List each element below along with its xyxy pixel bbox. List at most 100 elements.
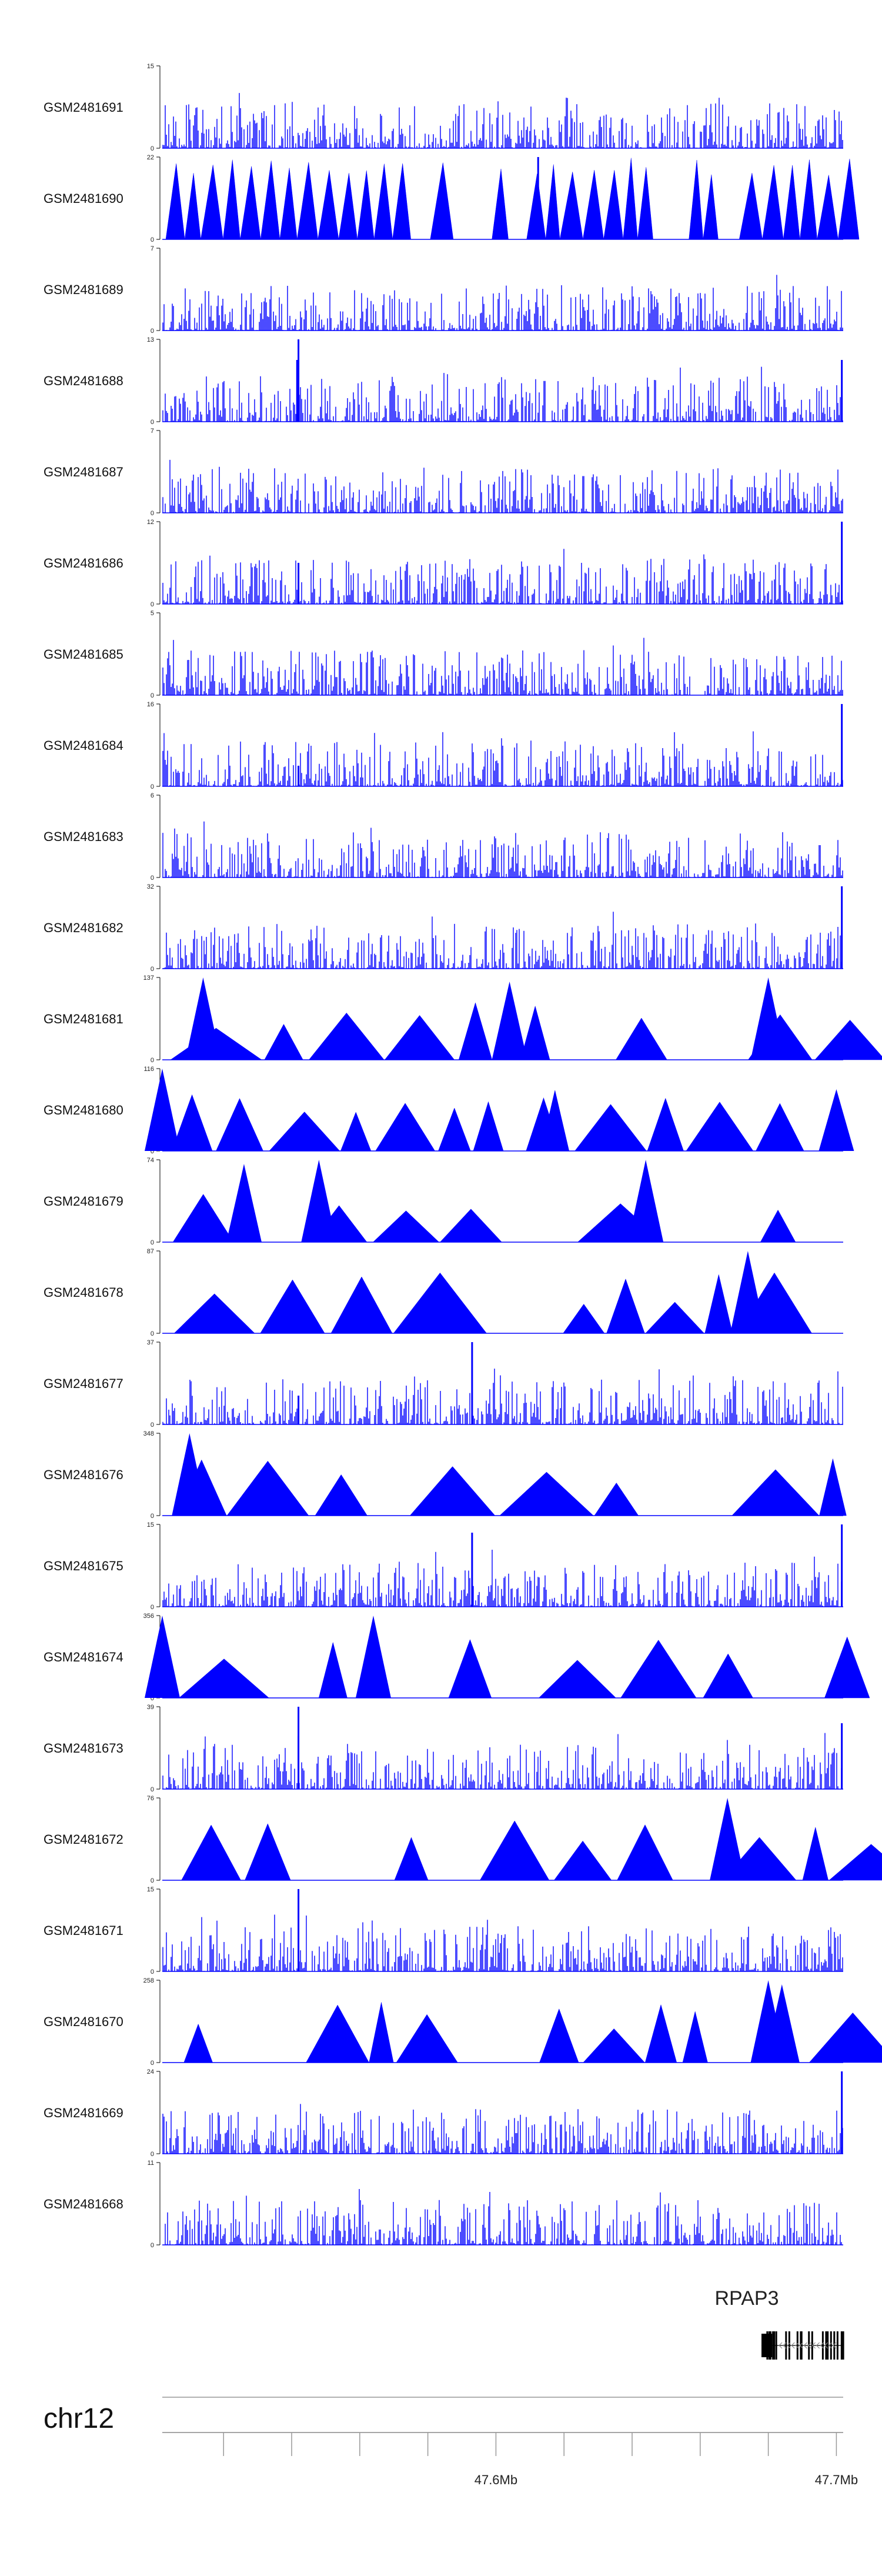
- track-label: GSM2481683: [44, 829, 123, 844]
- track-label: GSM2481674: [44, 1650, 123, 1664]
- signal-bars: [162, 275, 843, 331]
- y-max-label: 24: [147, 2068, 154, 2076]
- y-min-label: 0: [151, 1968, 154, 1976]
- y-min-label: 0: [151, 1422, 154, 1429]
- track-GSM2481670: GSM2481670 258 0: [44, 1977, 882, 2067]
- signal-peak: [145, 1616, 180, 1698]
- track-label: GSM2481680: [44, 1103, 123, 1117]
- y-min-label: 0: [151, 1239, 154, 1246]
- track-label: GSM2481670: [44, 2014, 123, 2029]
- track-label: GSM2481686: [44, 556, 123, 570]
- signal-bars: [163, 2189, 843, 2245]
- y-max-label: 6: [151, 792, 154, 799]
- y-max-label: 37: [147, 1339, 154, 1346]
- y-max-label: 39: [147, 1704, 154, 1711]
- gene-exon: [825, 2331, 827, 2360]
- y-min-label: 0: [151, 1057, 154, 1064]
- signal-peak: [145, 1069, 180, 1151]
- y-min-label: 0: [151, 966, 154, 973]
- track-label: GSM2481677: [44, 1376, 123, 1391]
- y-min-label: 0: [151, 510, 154, 517]
- y-min-label: 0: [151, 692, 154, 699]
- track-GSM2481671: GSM2481671 15 0: [44, 1886, 843, 1976]
- track-GSM2481683: GSM2481683 6 0: [44, 792, 843, 882]
- signal-peak: [710, 1798, 746, 1880]
- y-max-label: 7: [151, 428, 154, 435]
- track-label: GSM2481675: [44, 1559, 123, 1573]
- strand-arrow-icon: [816, 2342, 820, 2349]
- track-GSM2481680: GSM2481680 116 0: [44, 1066, 854, 1155]
- y-min-label: 0: [151, 2151, 154, 2158]
- signal-peak: [750, 977, 786, 1060]
- signal-bars: [162, 731, 843, 786]
- track-label: GSM2481671: [44, 1923, 123, 1938]
- signal-peak: [764, 1984, 800, 2063]
- signal-peak: [355, 1616, 391, 1698]
- track-GSM2481674: GSM2481674 356 0: [44, 1613, 870, 1702]
- axis-tick-label: 47.7Mb: [815, 2472, 858, 2487]
- track-label: GSM2481688: [44, 373, 123, 388]
- gene-exon: [773, 2331, 776, 2360]
- strand-arrow-icon: [799, 2342, 803, 2349]
- genome-axis: 47.6Mb 47.7Mb: [162, 2432, 858, 2487]
- strand-arrow-icon: [803, 2342, 807, 2349]
- y-max-label: 13: [147, 336, 154, 343]
- track-label: GSM2481678: [44, 1285, 123, 1300]
- signal-bars: [162, 2104, 843, 2154]
- signal-bars: [162, 1733, 842, 1789]
- y-max-label: 15: [147, 63, 154, 70]
- track-label: GSM2481691: [44, 100, 123, 115]
- y-max-label: 87: [147, 1248, 154, 1255]
- gene-exon: [840, 2331, 843, 2360]
- track-GSM2481691: GSM2481691 15 0: [44, 63, 843, 152]
- y-max-label: 16: [147, 701, 154, 708]
- y-max-label: 5: [151, 610, 154, 617]
- track-label: GSM2481682: [44, 920, 123, 935]
- y-min-label: 0: [151, 875, 154, 882]
- signal-peak: [172, 1433, 208, 1516]
- signal-peak: [628, 1160, 664, 1242]
- y-min-label: 0: [151, 419, 154, 426]
- strand-arrow-icon: [824, 2342, 828, 2349]
- y-max-label: 12: [147, 519, 154, 526]
- signal-peak: [226, 1164, 262, 1242]
- y-min-label: 0: [151, 1786, 154, 1793]
- y-min-label: 0: [151, 1330, 154, 1337]
- track-GSM2481677: GSM2481677 37 0: [44, 1339, 843, 1429]
- track-GSM2481689: GSM2481689 7 0: [44, 245, 843, 335]
- y-max-label: 15: [147, 1886, 154, 1893]
- gene-exon: [842, 2331, 844, 2360]
- signal-area: [162, 1090, 843, 1152]
- track-label: GSM2481687: [44, 465, 123, 479]
- y-max-label: 258: [143, 1977, 154, 1984]
- signal-peak: [730, 1251, 766, 1333]
- signal-bars: [163, 912, 843, 969]
- strand-arrow-icon: [820, 2342, 824, 2349]
- gene-exon: [827, 2331, 829, 2360]
- track-GSM2481685: GSM2481685 5 0: [44, 610, 843, 699]
- gene-exon: [821, 2331, 824, 2360]
- gene-exon: [833, 2331, 836, 2360]
- signal-area: [162, 1636, 870, 1699]
- signal-area: [162, 1194, 843, 1243]
- track-GSM2481672: GSM2481672 76 0: [44, 1795, 882, 1884]
- signal-bars: [162, 1369, 843, 1424]
- gene-label: RPAP3: [715, 2287, 779, 2310]
- y-min-label: 0: [151, 1604, 154, 1611]
- signal-bars: [162, 459, 843, 513]
- strand-arrow-icon: [779, 2342, 783, 2349]
- y-min-label: 0: [151, 2242, 154, 2249]
- signal-bars: [162, 821, 843, 877]
- signal-bars: [162, 1550, 843, 1607]
- signal-peak: [301, 1160, 337, 1242]
- gene-exon: [766, 2331, 769, 2360]
- signal-area: [162, 1459, 847, 1516]
- gene-exon: [796, 2331, 799, 2360]
- strand-arrow-icon: [795, 2342, 799, 2349]
- track-label: GSM2481681: [44, 1012, 123, 1026]
- y-max-label: 356: [143, 1613, 154, 1620]
- track-GSM2481675: GSM2481675 15 0: [44, 1521, 843, 1611]
- track-GSM2481682: GSM2481682 32 0: [44, 883, 843, 973]
- signal-area: [162, 158, 860, 240]
